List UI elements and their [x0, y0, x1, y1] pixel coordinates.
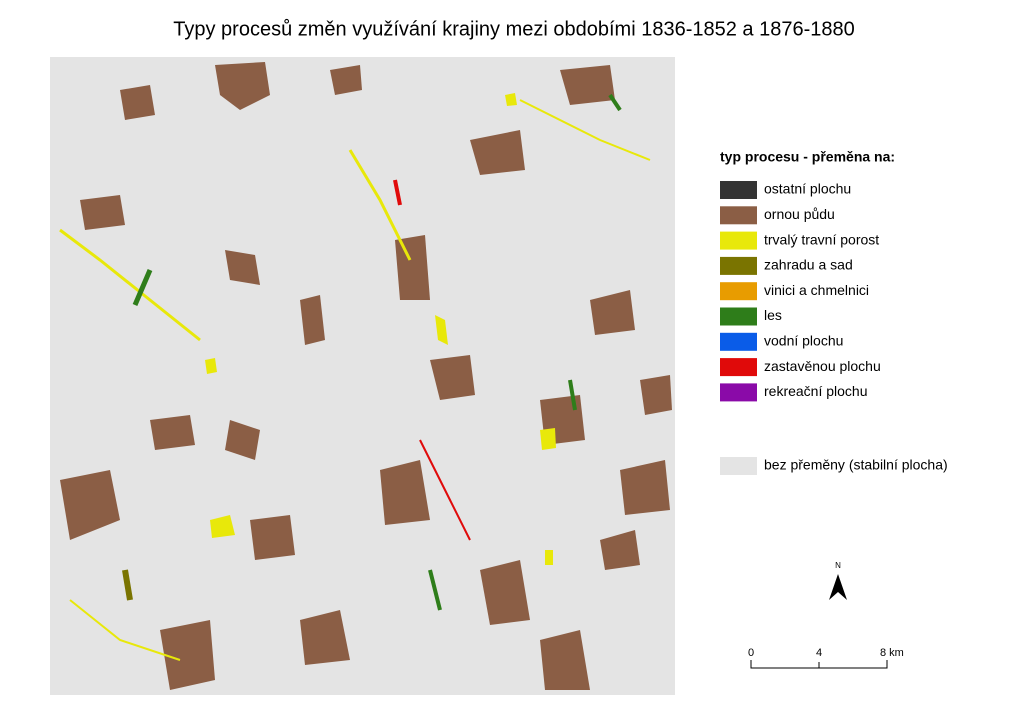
legend-label: vodní plochu [764, 333, 843, 349]
legend-label: bez přeměny (stabilní plocha) [764, 457, 948, 473]
legend-label: vinici a chmelnici [764, 282, 869, 298]
legend-swatch [720, 457, 757, 475]
map-title: Typy procesů změn využívání krajiny mezi… [173, 18, 855, 40]
north-arrow: N [829, 561, 847, 600]
grassland-patches [205, 93, 556, 565]
legend-label: ostatní plochu [764, 181, 851, 197]
legend-label: trvalý travní porost [764, 231, 879, 247]
arable-patches [60, 62, 672, 690]
map-background [50, 57, 675, 695]
north-arrow-shape [829, 574, 847, 600]
legend-swatch [720, 332, 757, 351]
legend-label: zahradu a sad [764, 257, 853, 273]
north-label: N [835, 561, 841, 570]
scale-bar: 0 4 8 km [748, 647, 904, 669]
map-area [50, 57, 675, 695]
scale-label: 0 [748, 647, 754, 659]
legend-swatch [720, 383, 757, 402]
legend-label: zastavěnou plochu [764, 358, 881, 374]
legend-label: ornou půdu [764, 206, 835, 222]
linear-changes [59, 93, 651, 661]
legend-swatch [720, 256, 757, 275]
legend-swatch [720, 282, 757, 301]
scale-bar-line [750, 660, 888, 669]
legend-swatch [720, 358, 757, 377]
legend-swatch [720, 181, 757, 199]
legend-swatch [720, 231, 757, 250]
legend-label: rekreační plochu [764, 383, 868, 399]
legend-swatch [720, 206, 757, 225]
legend-title: typ procesu - přeměna na: [720, 149, 895, 165]
scale-label: 4 [816, 647, 822, 659]
scale-label: 8 km [880, 647, 904, 659]
legend-label: les [764, 307, 782, 323]
legend: ostatní plochu ornou půdu trvalý travní po… [720, 181, 948, 475]
legend-swatch [720, 307, 757, 326]
